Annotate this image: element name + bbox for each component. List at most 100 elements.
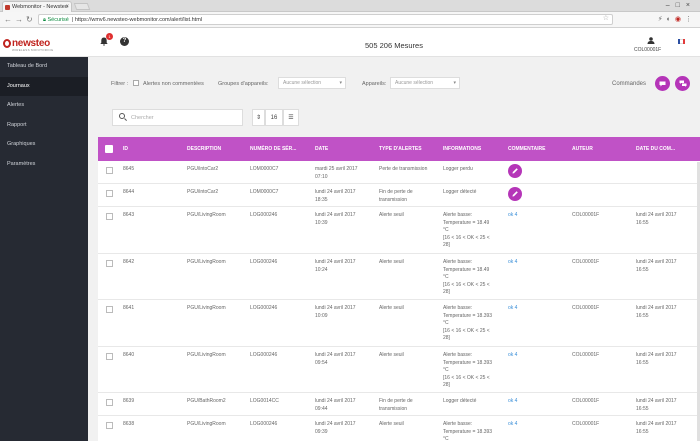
cell-information-line: 28] <box>443 242 450 249</box>
sidebar-item-journaux[interactable]: Journaux <box>0 76 88 96</box>
sort-icon[interactable]: ⇕ <box>252 109 265 126</box>
sidebar-item-rapport[interactable]: Rapport <box>7 121 27 128</box>
table-row[interactable]: 8639 PGU/BathRoom2 LOG0014CC lundi 24 avril… <box>98 393 700 416</box>
cell-information: Logger détecté <box>443 189 476 197</box>
sidebar-item-alertes[interactable]: Alertes <box>7 102 25 108</box>
user-icon[interactable] <box>647 37 655 44</box>
cell-description: PGU/LivingRoom <box>187 421 226 429</box>
table-row[interactable]: 8640 PGU/LivingRoom LOG000246 lundi 24 avri… <box>98 347 700 393</box>
menu-icon[interactable]: ⋮ <box>685 16 696 23</box>
maximize-icon[interactable]: □ <box>675 2 686 9</box>
col-header-comment[interactable]: COMMENTAIRE <box>508 146 546 152</box>
cell-author-line: COL00001F <box>572 212 600 218</box>
cell-comment[interactable]: ok 4 <box>508 305 517 313</box>
multi-comment-command-button[interactable] <box>675 76 690 91</box>
extension-icon[interactable]: ◐ <box>666 16 675 23</box>
cell-description-line: PGU/LivingRoom <box>187 212 226 218</box>
page-size-value[interactable]: 16 <box>265 109 283 126</box>
table-row[interactable]: 8638 PGU/LivingRoom LOG000246 lundi 24 avri… <box>98 416 700 441</box>
cell-author: COL00001F <box>572 352 599 360</box>
close-window-icon[interactable]: × <box>685 2 696 9</box>
cell-information-line: Logger détecté <box>443 189 477 195</box>
table-row[interactable]: 8641 PGU/LivingRoom LOG000246 lundi 24 avri… <box>98 300 700 347</box>
cell-information-line: [16 < 16 < OK < 25 < <box>443 374 490 381</box>
col-header-serial[interactable]: NUMÉRO DE SÉR... <box>250 146 297 152</box>
cell-serial-line: LOM0000C7 <box>250 189 279 195</box>
cell-comment[interactable]: ok 4 <box>508 398 517 406</box>
row-checkbox[interactable] <box>106 213 113 220</box>
cell-comment[interactable]: ok 4 <box>508 352 517 360</box>
extension-icon[interactable]: ◉ <box>674 16 685 23</box>
bookmark-star-icon[interactable]: ☆ <box>602 15 609 22</box>
row-checkbox[interactable] <box>106 167 113 174</box>
cell-comment[interactable]: ok 4 <box>508 259 517 267</box>
col-header-id[interactable]: ID <box>123 146 128 152</box>
col-header-comment-date[interactable]: DATE DU COM... <box>636 146 676 152</box>
user-id[interactable]: COL00001F <box>634 47 662 53</box>
notification-badge: 1 <box>106 33 113 40</box>
row-checkbox[interactable] <box>106 306 113 313</box>
cell-id-line: 8640 <box>123 352 135 358</box>
col-header-author[interactable]: AUTEUR <box>572 146 593 152</box>
sidebar-item-dashboard[interactable]: Tableau de Bord <box>7 63 48 69</box>
sidebar-item-graphiques[interactable]: Graphiques <box>7 141 36 147</box>
language-flag-icon[interactable] <box>678 39 685 44</box>
extension-icon[interactable]: ⚡ <box>657 16 667 23</box>
row-checkbox[interactable] <box>106 422 113 429</box>
forward-icon[interactable]: → <box>15 15 23 24</box>
browser-tab[interactable]: Webmonitor - Newsteo × <box>2 1 72 12</box>
help-icon[interactable]: ? <box>120 37 129 46</box>
close-tab-icon[interactable]: × <box>65 4 69 10</box>
cell-alert-type-line: Alerte seuil <box>379 305 404 311</box>
scrollbar[interactable] <box>697 162 700 441</box>
sidebar-item-parametres[interactable]: Paramètres <box>7 160 36 167</box>
cell-description: PGU/intoCar2 <box>187 166 218 174</box>
alerts-table: ID DESCRIPTION NUMÉRO DE SÉR... DATE TYP… <box>98 137 700 441</box>
cell-comment-date-line: 16:55 <box>636 266 649 273</box>
bell-icon[interactable] <box>100 37 108 46</box>
cell-comment[interactable]: ok 4 <box>508 421 517 429</box>
row-checkbox[interactable] <box>106 399 113 406</box>
table-row[interactable]: 8643 PGU/LivingRoom LOG000246 lundi 24 avri… <box>98 207 700 254</box>
select-all-checkbox[interactable] <box>105 145 113 153</box>
cell-comment-date-line: 16:55 <box>636 219 649 226</box>
row-checkbox[interactable] <box>106 260 113 267</box>
devices-select[interactable]: Aucune sélection ▾ <box>390 77 460 89</box>
cell-date: lundi 24 avril 2017 10:39 <box>315 212 356 227</box>
row-checkbox[interactable] <box>106 190 113 197</box>
logo[interactable]: newsteo WIRELESS MONITORING <box>0 28 88 57</box>
extension-icons[interactable]: ⚡◐◉⋮ <box>658 14 696 25</box>
sidebar: newsteo WIRELESS MONITORING Tableau de B… <box>0 28 88 441</box>
edit-comment-button[interactable] <box>508 187 522 201</box>
table-row[interactable]: 8642 PGU/LivingRoom LOG000246 lundi 24 avri… <box>98 254 700 300</box>
minimize-icon[interactable]: – <box>665 2 676 9</box>
row-checkbox[interactable] <box>106 353 113 360</box>
table-row[interactable]: 8644 PGU/intoCar2 LOM0000C7 lundi 24 avril … <box>98 184 700 207</box>
cell-comment[interactable]: ok 4 <box>508 212 517 220</box>
edit-comment-button[interactable] <box>508 164 522 178</box>
list-view-icon[interactable]: ☰ <box>283 109 299 126</box>
window-controls[interactable]: –□× <box>666 0 696 11</box>
comment-command-button[interactable] <box>655 76 670 91</box>
device-groups-select[interactable]: Aucune sélection ▾ <box>278 77 346 89</box>
cell-comment-date-line: lundi 24 avril 2017 <box>636 305 677 311</box>
col-header-date[interactable]: DATE <box>315 146 329 152</box>
devices-label: Appareils: <box>362 81 387 87</box>
uncommented-checkbox[interactable] <box>133 80 139 86</box>
reload-icon[interactable]: ↻ <box>26 15 33 24</box>
search-input[interactable]: Chercher <box>112 109 243 126</box>
col-header-information[interactable]: INFORMATIONS <box>443 146 482 152</box>
col-header-alert-type[interactable]: TYPE D'ALERTES <box>379 146 422 152</box>
cell-comment-date-line: 16:55 <box>636 359 649 366</box>
back-icon[interactable]: ← <box>4 15 12 24</box>
cell-comment-date: lundi 24 avril 2017 16:55 <box>636 212 677 227</box>
col-header-description[interactable]: DESCRIPTION <box>187 146 222 152</box>
chats-icon <box>679 80 686 87</box>
cell-date: mardi 25 avril 2017 07:10 <box>315 166 358 181</box>
new-tab-button[interactable] <box>73 3 91 10</box>
url-field[interactable]: 🔒︎ Sécurisé | https://wmv6.newsteo-webmon… <box>38 14 613 25</box>
table-row[interactable]: 8645 PGU/intoCar2 LOM0000C7 mardi 25 avril … <box>98 161 700 184</box>
cell-id: 8638 <box>123 421 134 429</box>
cell-serial-line: LOG000246 <box>250 421 278 427</box>
cell-serial-line: LOG000246 <box>250 212 278 218</box>
